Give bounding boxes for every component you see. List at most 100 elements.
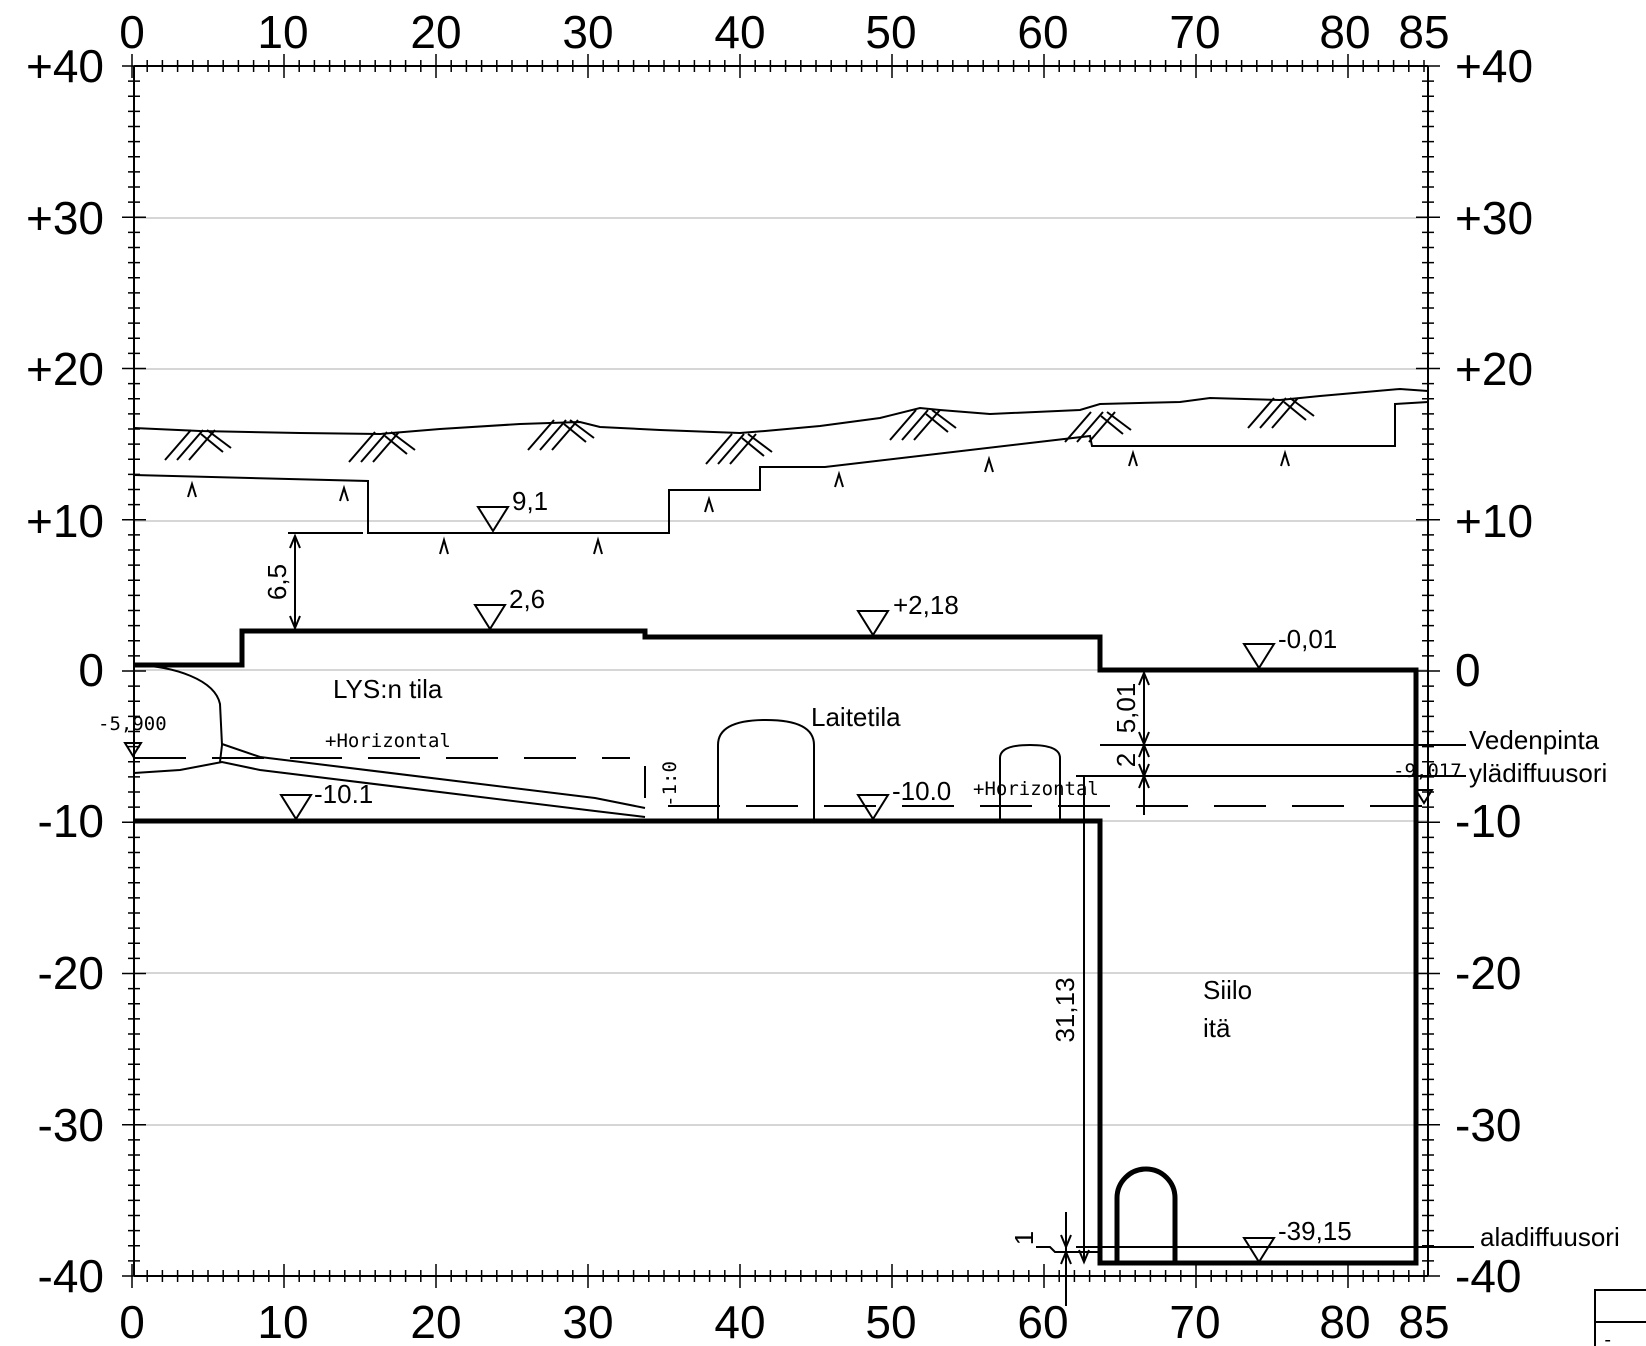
frame-ticks: [122, 54, 1440, 1288]
elevation-marker: [856, 610, 890, 637]
x-tick-label: 40: [714, 6, 765, 58]
x-tick-label: 85: [1398, 1296, 1449, 1346]
x-tick-label: 60: [1017, 6, 1068, 58]
y-tick-label: +30: [1455, 192, 1533, 244]
y-tick-label: -10: [1455, 795, 1521, 847]
space-label-siilo: Siilo: [1203, 975, 1252, 1005]
elevation-label: 9,1: [512, 486, 548, 516]
hatch-mark: [348, 431, 416, 463]
horizontal-note: +Horizontal: [325, 730, 451, 752]
elevation-markers: [123, 506, 1434, 1264]
x-axis-bottom: 0 10 20 30 40 50 60 70 80 85: [119, 1296, 1449, 1346]
cavern-outline: [134, 628, 1419, 1266]
y-tick-label: -40: [1455, 1250, 1521, 1302]
elevation-label: -10.1: [314, 779, 373, 809]
ramp-upper-line: [221, 743, 646, 809]
x-tick-label: 70: [1169, 6, 1220, 58]
y-tick-label: -20: [1455, 947, 1521, 999]
terrain: [133, 387, 1429, 534]
dimension-label: 1: [1009, 1231, 1039, 1245]
small-tunnel-profile: [999, 743, 1061, 819]
dimension-label: -1:0: [659, 761, 681, 807]
dimension-label: 2: [1111, 753, 1141, 767]
elevation-marker: [856, 794, 890, 821]
tunnel-left-profile: [133, 664, 224, 763]
elevation-label: -5,900: [98, 713, 167, 735]
y-tick-label: +10: [26, 495, 104, 547]
y-tick-label: -20: [38, 947, 104, 999]
x-tick-label: 10: [257, 1296, 308, 1346]
corner-fragment: -: [1594, 1289, 1646, 1346]
x-tick-label: 40: [714, 1296, 765, 1346]
y-tick-label: -40: [38, 1250, 104, 1302]
elevation-marker: [1414, 789, 1434, 805]
silo-tunnel-profile: [1114, 1166, 1178, 1263]
x-tick-label: 50: [865, 6, 916, 58]
x-tick-label: 70: [1169, 1296, 1220, 1346]
hatch-mark: [889, 409, 957, 441]
elevation-marker: [1242, 1237, 1276, 1264]
y-tick-label: 0: [78, 644, 104, 696]
hatch-mark: [164, 429, 232, 461]
y-tick-label: -10: [38, 795, 104, 847]
y-tick-label: +10: [1455, 495, 1533, 547]
y-tick-label: -30: [38, 1099, 104, 1151]
callout-yladiffuusori: ylädiffuusori: [1469, 758, 1607, 788]
space-labels: LYS:n tila Laitetila Siilo itä: [333, 674, 1252, 1043]
dimension-lines: [289, 533, 1150, 1306]
elevation-labels: 9,1 2,6 +2,18 -0,01 -10.1 -10.0 -39,15 -…: [98, 486, 1462, 1246]
dimension-label: 6,5: [262, 564, 292, 600]
x-tick-label: 20: [410, 6, 461, 58]
x-tick-label: 80: [1319, 6, 1370, 58]
elevation-label: -10.0: [892, 776, 951, 806]
x-tick-label: 60: [1017, 1296, 1068, 1346]
x-axis-top: 0 10 20 30 40 50 60 70 80 85: [119, 6, 1449, 58]
x-tick-label: 30: [562, 1296, 613, 1346]
callout-aladiffuusori: aladiffuusori: [1480, 1222, 1620, 1252]
space-label-laitetila: Laitetila: [811, 702, 901, 732]
notes: +Horizontal +Horizontal: [325, 730, 1099, 800]
rock-hatching: [164, 397, 1315, 465]
aladiffuusori-step: [1036, 1246, 1100, 1253]
y-tick-label: -30: [1455, 1099, 1521, 1151]
space-label-lys: LYS:n tila: [333, 674, 443, 704]
interior-profiles: [133, 664, 1474, 1253]
x-tick-label: 20: [410, 1296, 461, 1346]
x-tick-label: 0: [119, 1296, 145, 1346]
elevation-label: 2,6: [509, 584, 545, 614]
dimension-label: 5,01: [1111, 683, 1141, 734]
hatch-mark: [1064, 411, 1132, 443]
x-tick-label: 50: [865, 1296, 916, 1346]
y-axis-right: +40 +30 +20 +10 0 -10 -20 -30 -40: [1455, 40, 1533, 1302]
elevation-marker: [473, 604, 507, 631]
dimension-labels: 6,5 5,01 2 31,13 1 -1:0: [262, 564, 1141, 1245]
x-tick-label: 0: [119, 6, 145, 58]
x-tick-label: 30: [562, 6, 613, 58]
hatch-mark: [1247, 397, 1315, 429]
elevation-marker: [279, 794, 313, 821]
x-tick-label: 80: [1319, 1296, 1370, 1346]
y-tick-label: +30: [26, 192, 104, 244]
y-tick-label: +20: [26, 343, 104, 395]
elevation-marker: [476, 506, 510, 533]
equipment-tunnel-profile: [717, 718, 815, 819]
ramp-lower-line: [133, 760, 646, 818]
callouts: Vedenpinta ylädiffuusori aladiffuusori: [1469, 725, 1620, 1252]
bedrock-step-line: [133, 401, 1429, 534]
hatch-mark: [527, 419, 595, 451]
space-label-ita: itä: [1203, 1013, 1231, 1043]
corner-mark: -: [1602, 1329, 1613, 1346]
bedrock-caret-marks: [187, 449, 1290, 555]
y-tick-label: +40: [1455, 40, 1533, 92]
y-tick-label: +20: [1455, 343, 1533, 395]
elevation-label: -9,017: [1393, 760, 1462, 782]
x-tick-label: 85: [1398, 6, 1449, 58]
elevation-label: -0,01: [1278, 624, 1337, 654]
x-tick-label: 10: [257, 6, 308, 58]
ground-surface-line: [133, 387, 1429, 436]
horizontal-note: +Horizontal: [973, 778, 1099, 800]
y-tick-label: +40: [26, 40, 104, 92]
y-tick-label: 0: [1455, 644, 1481, 696]
